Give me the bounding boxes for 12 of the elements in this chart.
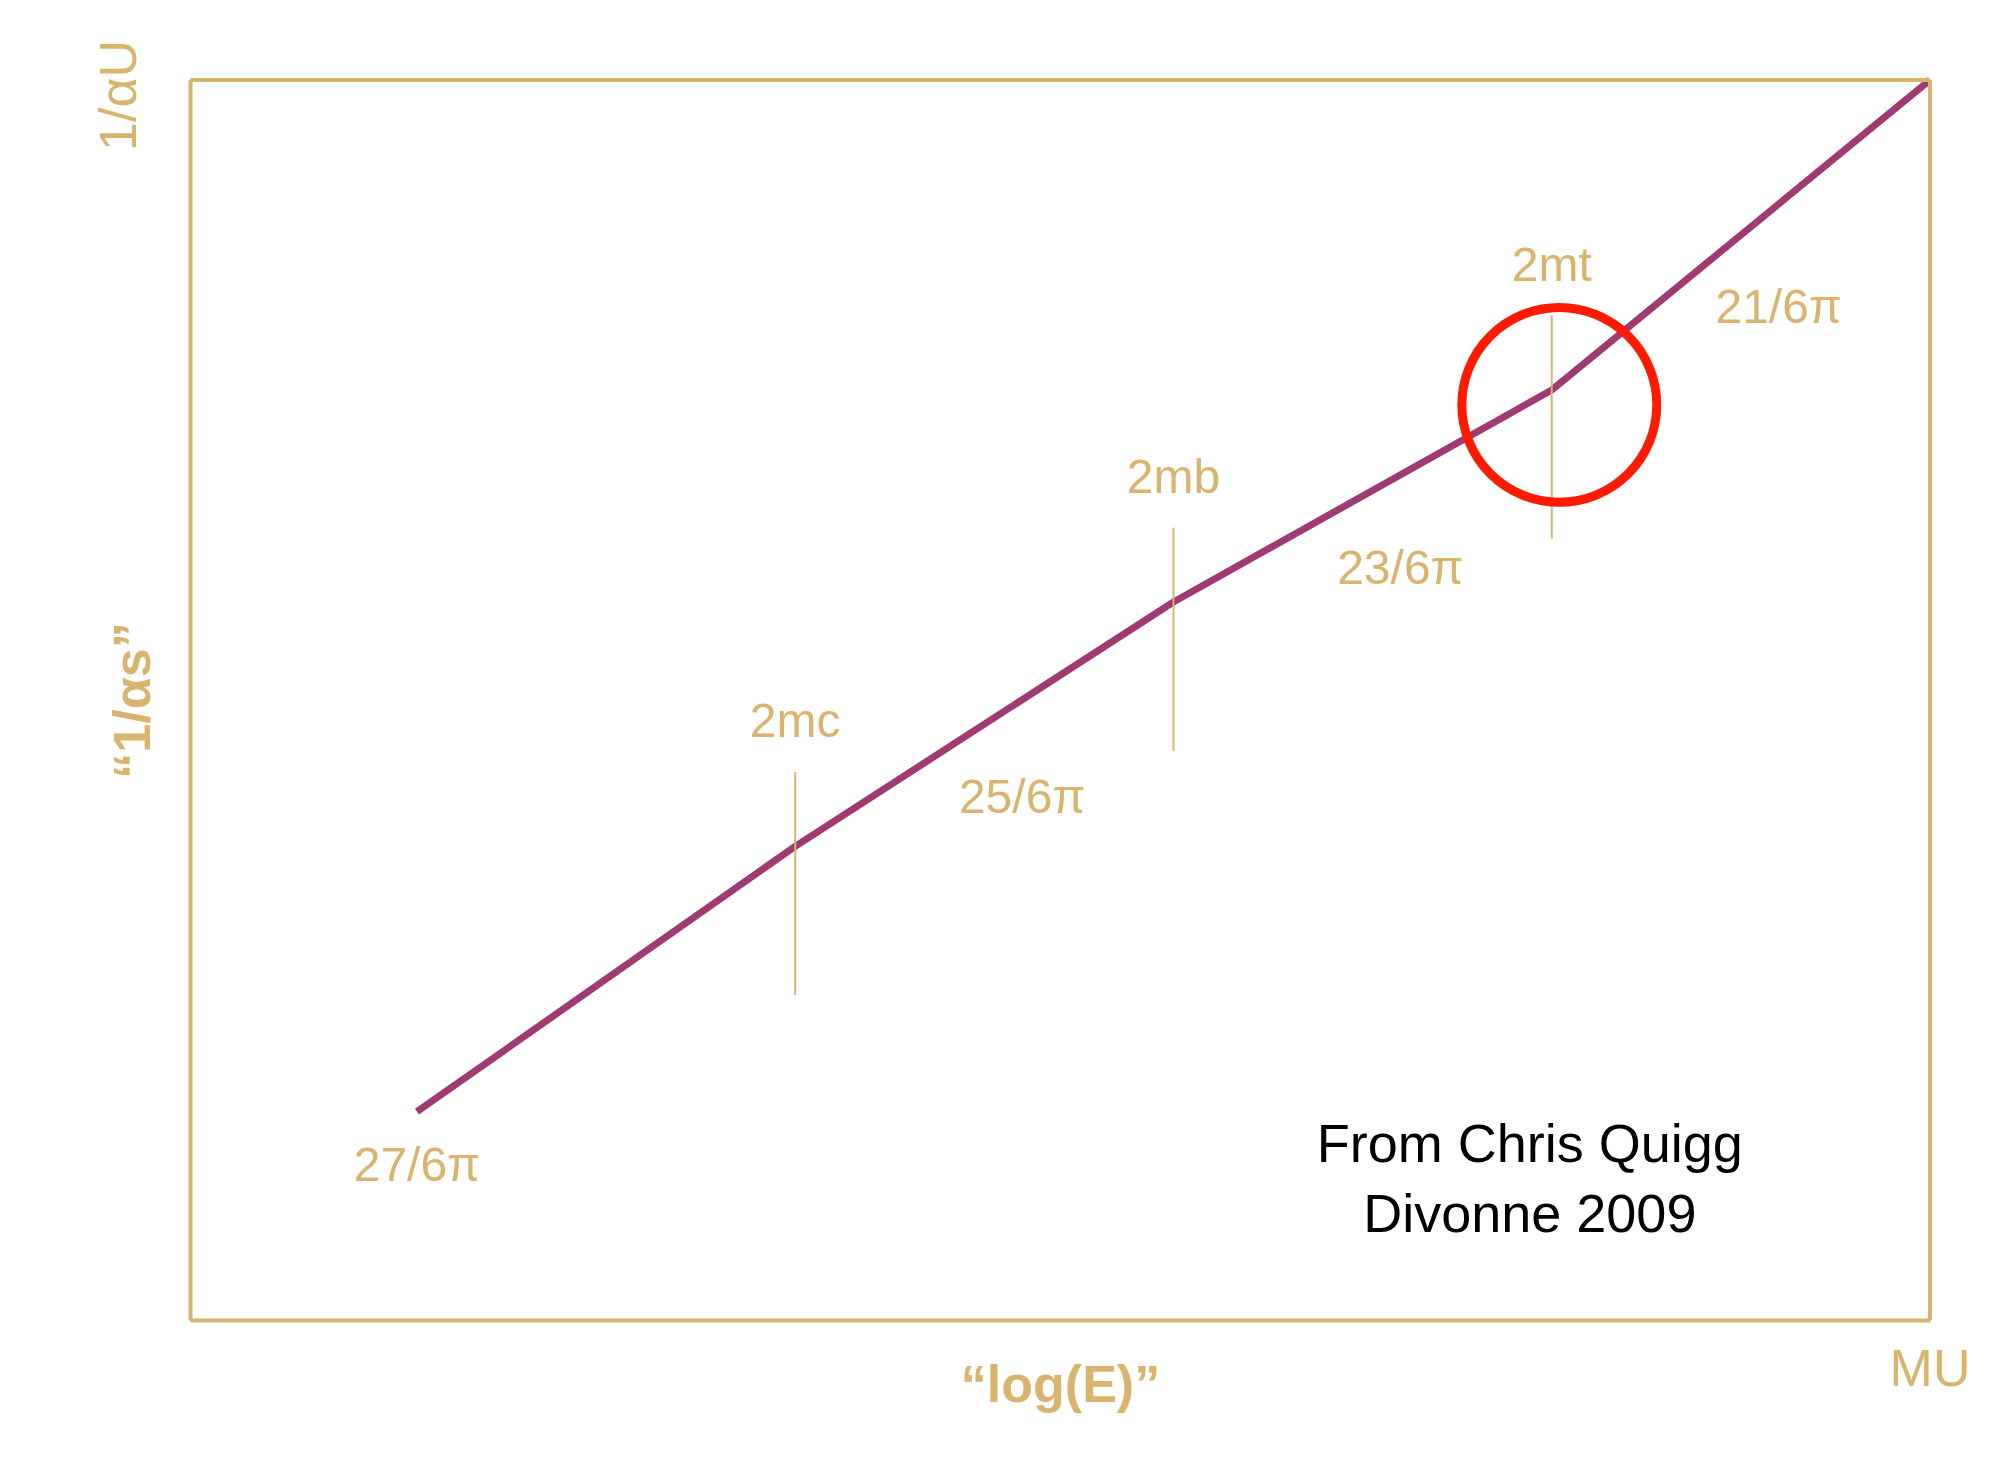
y-axis-title: “1/αs” [102, 622, 161, 779]
x-tick-label: 2mb [1126, 449, 1221, 503]
x-axis-title: “log(E)” [960, 1354, 1161, 1413]
annotation: 27/6π [353, 1138, 481, 1192]
x-tick-label: 2mt [1511, 237, 1592, 291]
annotation: 23/6π [1337, 541, 1464, 595]
annotation: 25/6π [958, 769, 1086, 823]
text: 1/αU [89, 40, 147, 151]
x-tick-label: MU [1889, 1339, 1971, 1397]
annotation: From Chris Quigg Divonne 2009 [1316, 1113, 1743, 1244]
annotation: 21/6π [1715, 280, 1842, 334]
x-tick-label: 2mc [749, 693, 841, 747]
